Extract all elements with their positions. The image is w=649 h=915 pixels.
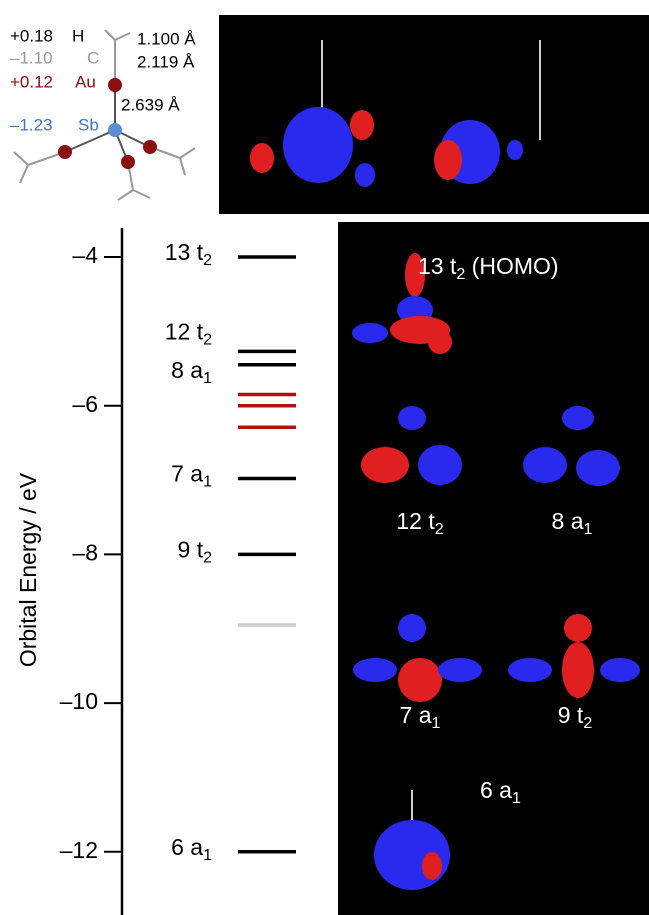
label-sub: 2 bbox=[583, 715, 592, 732]
y-tick-label: –10 bbox=[60, 688, 98, 714]
label-main: 6 a bbox=[480, 777, 512, 803]
label-sub: 1 bbox=[203, 847, 212, 864]
label-sub: 2 bbox=[456, 266, 465, 283]
atom-symbol: Au bbox=[75, 72, 96, 91]
label-sub: 2 bbox=[435, 521, 444, 538]
label-sub: 2 bbox=[203, 332, 212, 349]
orbital-panel-top bbox=[219, 15, 649, 214]
label-main: 8 a bbox=[552, 508, 584, 534]
atom-symbol: H bbox=[72, 26, 84, 45]
level-label: 6 a1 bbox=[171, 834, 212, 864]
label-main: 8 a bbox=[171, 357, 203, 383]
bond-length: 2.639 Å bbox=[121, 95, 180, 114]
atom-symbol: Sb bbox=[78, 115, 99, 134]
bond-length: 1.100 Å bbox=[137, 29, 196, 48]
label-sub: 2 bbox=[203, 252, 212, 269]
label-sub: 1 bbox=[203, 474, 212, 491]
label-main: 13 t bbox=[418, 253, 457, 279]
label-main: 12 t bbox=[396, 508, 435, 534]
label-sub: 1 bbox=[203, 370, 212, 387]
level-label: 12 t2 bbox=[165, 319, 212, 349]
bond-length: 2.119 Å bbox=[137, 52, 195, 71]
y-tick-label: –8 bbox=[72, 539, 98, 565]
level-label: 13 t2 bbox=[165, 239, 212, 269]
page: Orbital Energy / eV +0.18 H –1.10 C +0.12 Au –… bbox=[0, 0, 649, 915]
atom-charge: –1.10 bbox=[10, 48, 53, 67]
atom-charge: –1.23 bbox=[10, 115, 53, 134]
label-main: 7 a bbox=[171, 461, 203, 487]
label-main: 7 a bbox=[400, 702, 432, 728]
atom-charge: +0.18 bbox=[10, 26, 53, 45]
y-tick-label: –12 bbox=[60, 837, 98, 863]
label-sub: 1 bbox=[584, 521, 593, 538]
label-sub: 1 bbox=[432, 715, 441, 732]
label-main: 6 a bbox=[171, 834, 203, 860]
y-tick-label: –4 bbox=[72, 242, 98, 268]
label-sub: 2 bbox=[203, 550, 212, 567]
level-label: 9 t2 bbox=[178, 536, 213, 566]
y-axis-label: Orbital Energy / eV bbox=[15, 472, 41, 667]
label-main: 13 t bbox=[165, 239, 204, 265]
label-main: 9 t bbox=[178, 536, 204, 562]
label-sub: 1 bbox=[512, 790, 521, 807]
level-label: 8 a1 bbox=[171, 357, 212, 387]
figure: Orbital Energy / eV +0.18 H –1.10 C +0.12 Au –… bbox=[0, 0, 649, 915]
label-main: 12 t bbox=[165, 319, 204, 345]
label-main: 9 t bbox=[558, 702, 584, 728]
orbital-panel-right bbox=[338, 222, 649, 915]
label-after: (HOMO) bbox=[465, 253, 558, 279]
orbital-label: 13 t2 (HOMO) bbox=[418, 253, 559, 283]
level-label: 7 a1 bbox=[171, 461, 212, 491]
atom-symbol: C bbox=[87, 48, 99, 67]
atom-charge: +0.12 bbox=[10, 72, 53, 91]
y-tick-label: –6 bbox=[72, 391, 98, 417]
